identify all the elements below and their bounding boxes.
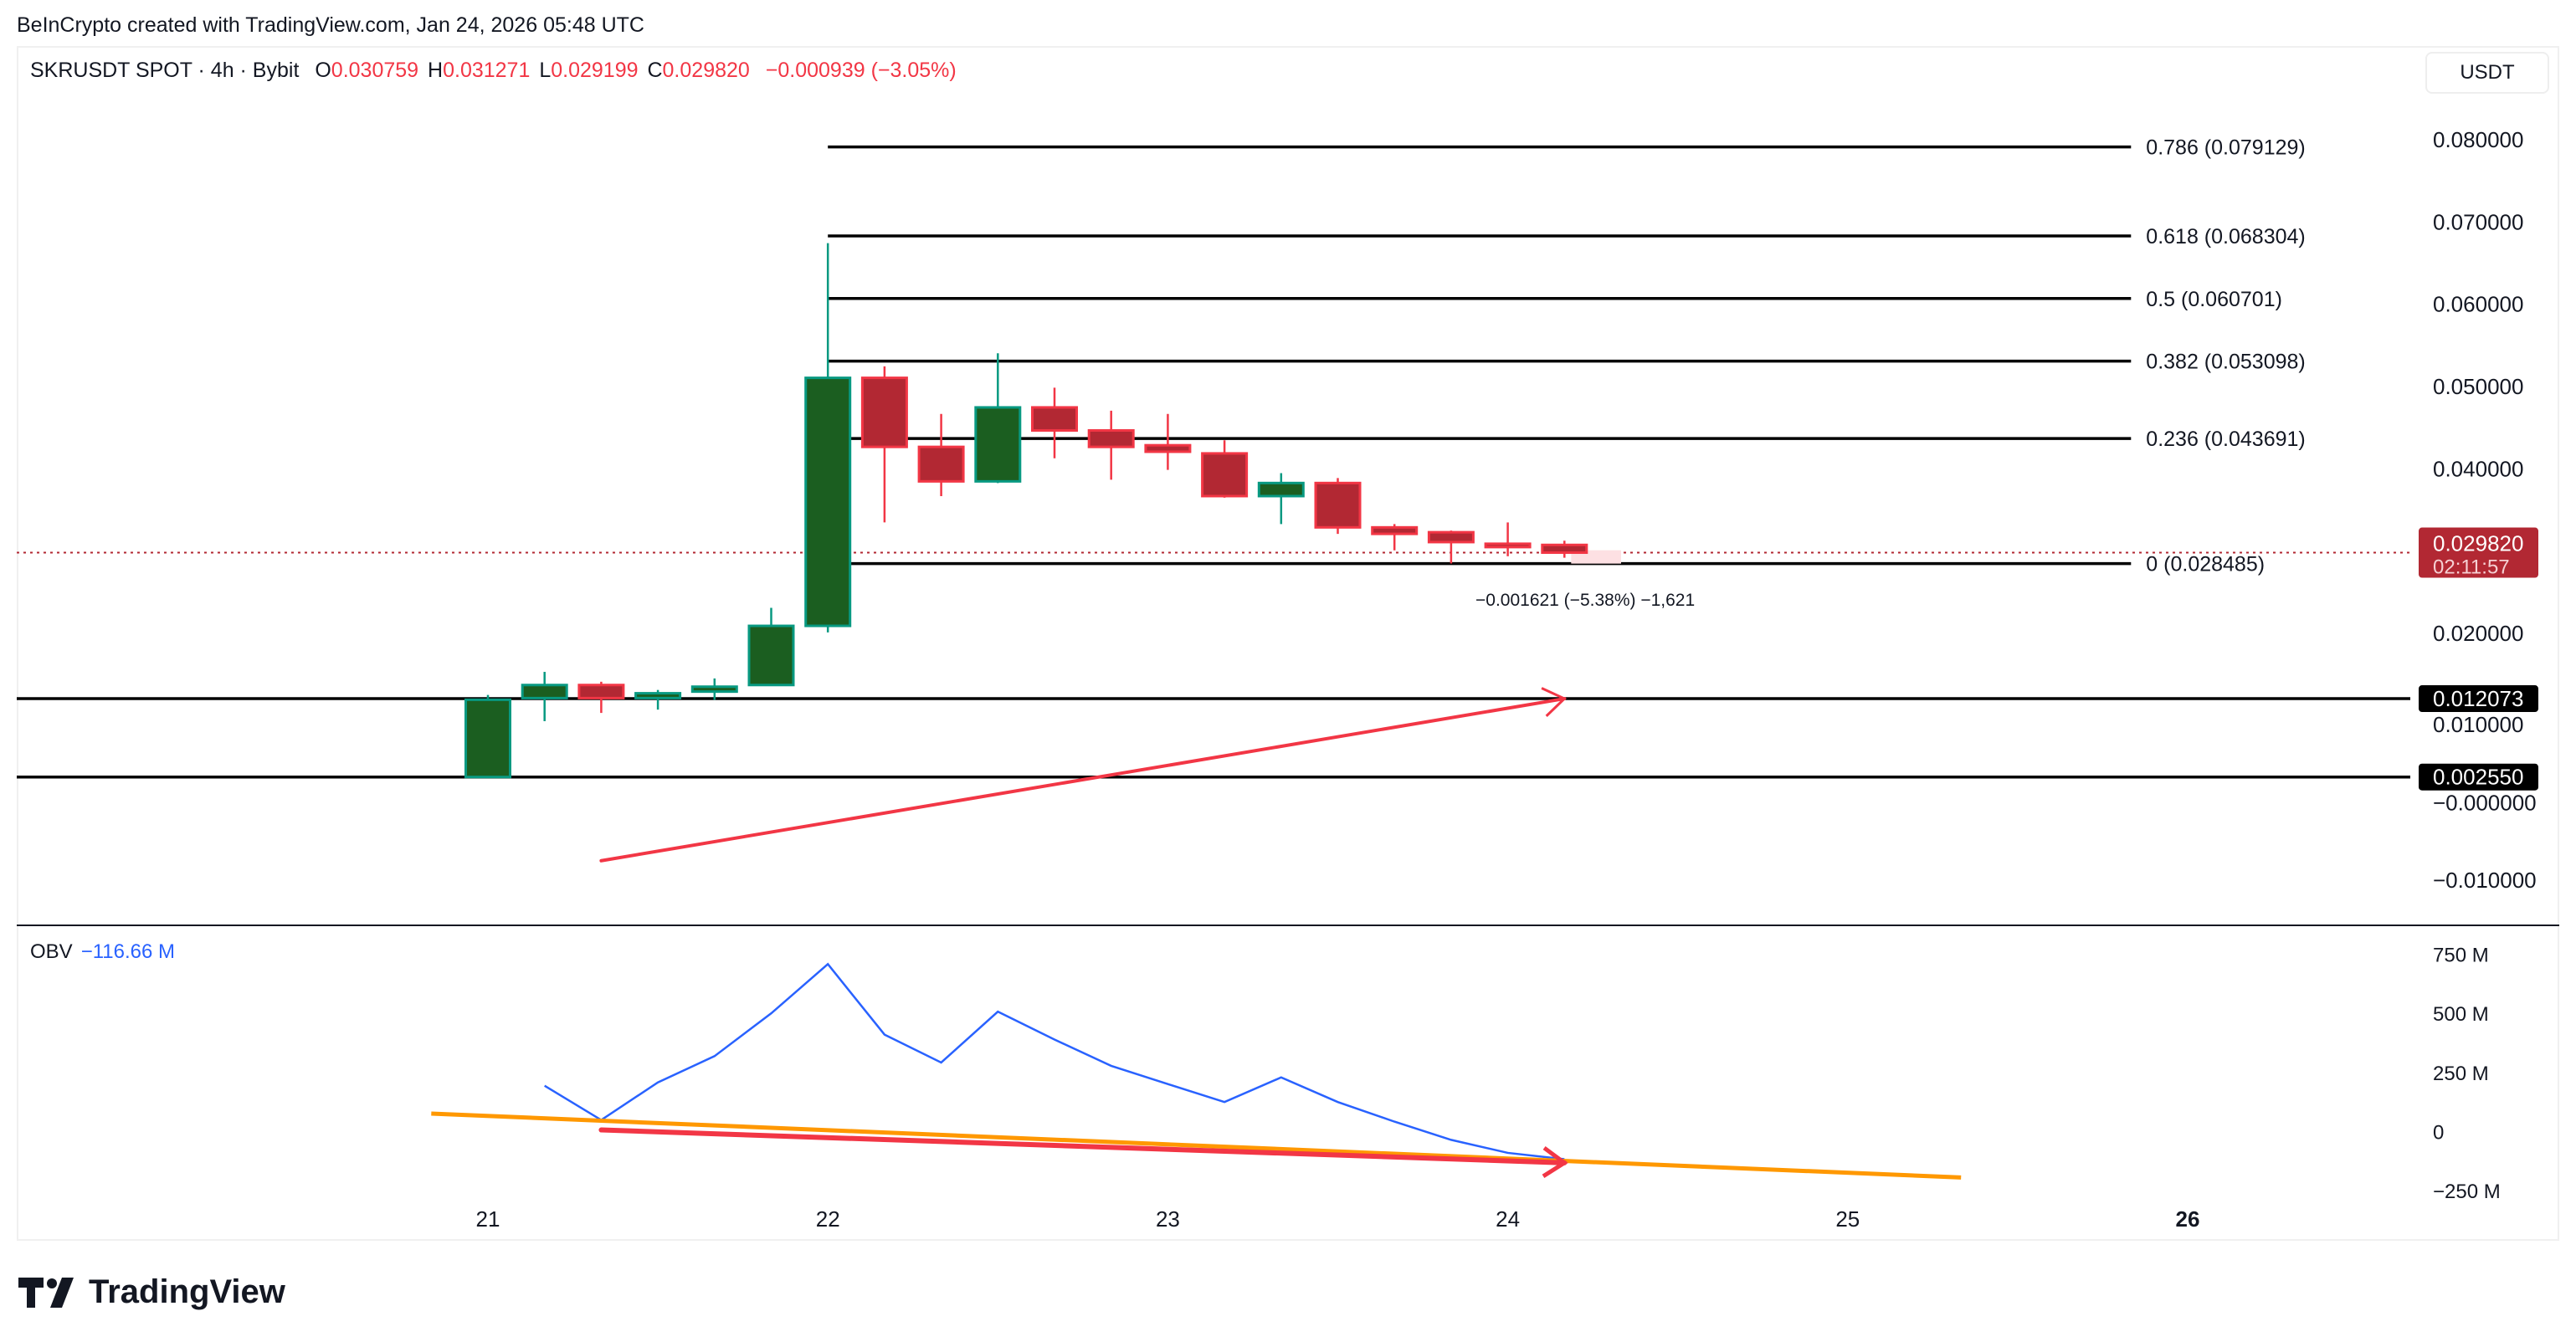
price-axis-label: −0.000000 [2433,791,2537,816]
obv-line [544,962,1565,1160]
candle-down [1031,406,1078,432]
time-axis-label: 26 [2176,1206,2200,1232]
candle-up [464,698,511,779]
tradingview-logo[interactable]: TradingView [18,1273,285,1311]
bar-countdown-label: 02:11:57 [2433,556,2510,579]
currency-button[interactable]: USDT [2425,52,2549,94]
fib-level-label: 0.236 (0.043691) [2146,428,2305,451]
candle-up [690,685,738,694]
fib-level-label: 0.786 (0.079129) [2146,136,2305,160]
price-axis-label: 0.060000 [2433,292,2523,317]
chart-frame [17,46,2559,1241]
horizontal-line-price-badge [2419,763,2538,791]
change-value: −0.000939 (−3.05%) [765,59,957,82]
time-axis-label: 23 [1156,1206,1180,1232]
fib-level-label: 0 (0.028485) [2146,553,2265,576]
fib-level-label: 0.382 (0.053098) [2146,351,2305,374]
brand-name: TradingView [89,1273,285,1310]
low-label: L [539,59,552,82]
price-trend-arrow [599,697,1567,863]
candle-up [634,692,682,699]
price-axis-label: 0.010000 [2433,712,2523,737]
chart-credit: BeInCrypto created with TradingView.com,… [17,13,644,37]
horizontal-line-price-label: 0.012073 [2433,686,2523,711]
price-axis-label: 0.070000 [2433,209,2523,234]
close-label: C [647,59,663,82]
candle-down [577,684,625,699]
open-value: 0.030759 [331,59,419,82]
candle-up [747,624,795,687]
close-value: 0.029820 [662,59,750,82]
price-axis-label: 0.040000 [2433,456,2523,481]
obv-red-trend-arrow-head [1542,1146,1568,1179]
obv-orange-trendline [431,1111,1962,1180]
symbol-legend: SKRUSDT SPOT · 4h · Bybit O0.030759 H0.0… [30,59,960,83]
candle-down [1484,542,1532,549]
time-axis-label: 21 [476,1206,500,1232]
time-axis-label: 22 [816,1206,840,1232]
candle-down [917,445,965,483]
high-value: 0.031271 [443,59,531,82]
time-axis-label: 24 [1496,1206,1520,1232]
measure-label: −0.001621 (−5.38%) −1,621 [1475,591,1695,610]
obv-axis-label: 0 [2433,1122,2444,1145]
candle-down [1371,525,1419,535]
price-axis-label: −0.010000 [2433,868,2537,893]
fib-level-label: 0.618 (0.068304) [2146,225,2305,248]
candle-down [1087,428,1135,448]
tradingview-logo-icon [18,1277,74,1308]
price-trend-arrow-head [1541,687,1567,717]
obv-axis-label: −250 M [2433,1181,2501,1203]
candle-up [974,406,1022,483]
last-price-label: 0.029820 [2433,531,2523,556]
fib-level-label: 0.5 (0.060701) [2146,288,2282,311]
candle-up [521,684,568,699]
price-axis-label: 0.050000 [2433,374,2523,399]
last-price-badge [2419,527,2538,578]
obv-red-trend-arrow [598,1127,1568,1165]
symbol-name[interactable]: SKRUSDT SPOT · 4h · Bybit [30,59,300,82]
candle-up [1257,481,1305,498]
time-axis-label: 25 [1835,1206,1860,1232]
price-axis-label: 0.020000 [2433,621,2523,646]
candle-down [1314,481,1362,529]
price-axis-label: 0.080000 [2433,127,2523,152]
candle-down [1201,452,1249,498]
candle-down [1144,443,1192,453]
obv-axis-label: 500 M [2433,1003,2489,1026]
high-label: H [428,59,444,82]
horizontal-line-price-label: 0.002550 [2433,765,2523,790]
open-label: O [315,59,331,82]
low-value: 0.029199 [551,59,639,82]
obv-legend: OBV −116.66 M [30,940,175,964]
obv-label[interactable]: OBV [30,940,73,963]
horizontal-line-price-badge [2419,685,2538,713]
candle-down [860,376,908,448]
obv-value: −116.66 M [80,940,175,963]
candle-down [1427,530,1475,544]
candle-down [1541,543,1588,555]
candle-up [804,376,852,627]
obv-axis-label: 750 M [2433,944,2489,966]
obv-axis-label: 250 M [2433,1063,2489,1085]
